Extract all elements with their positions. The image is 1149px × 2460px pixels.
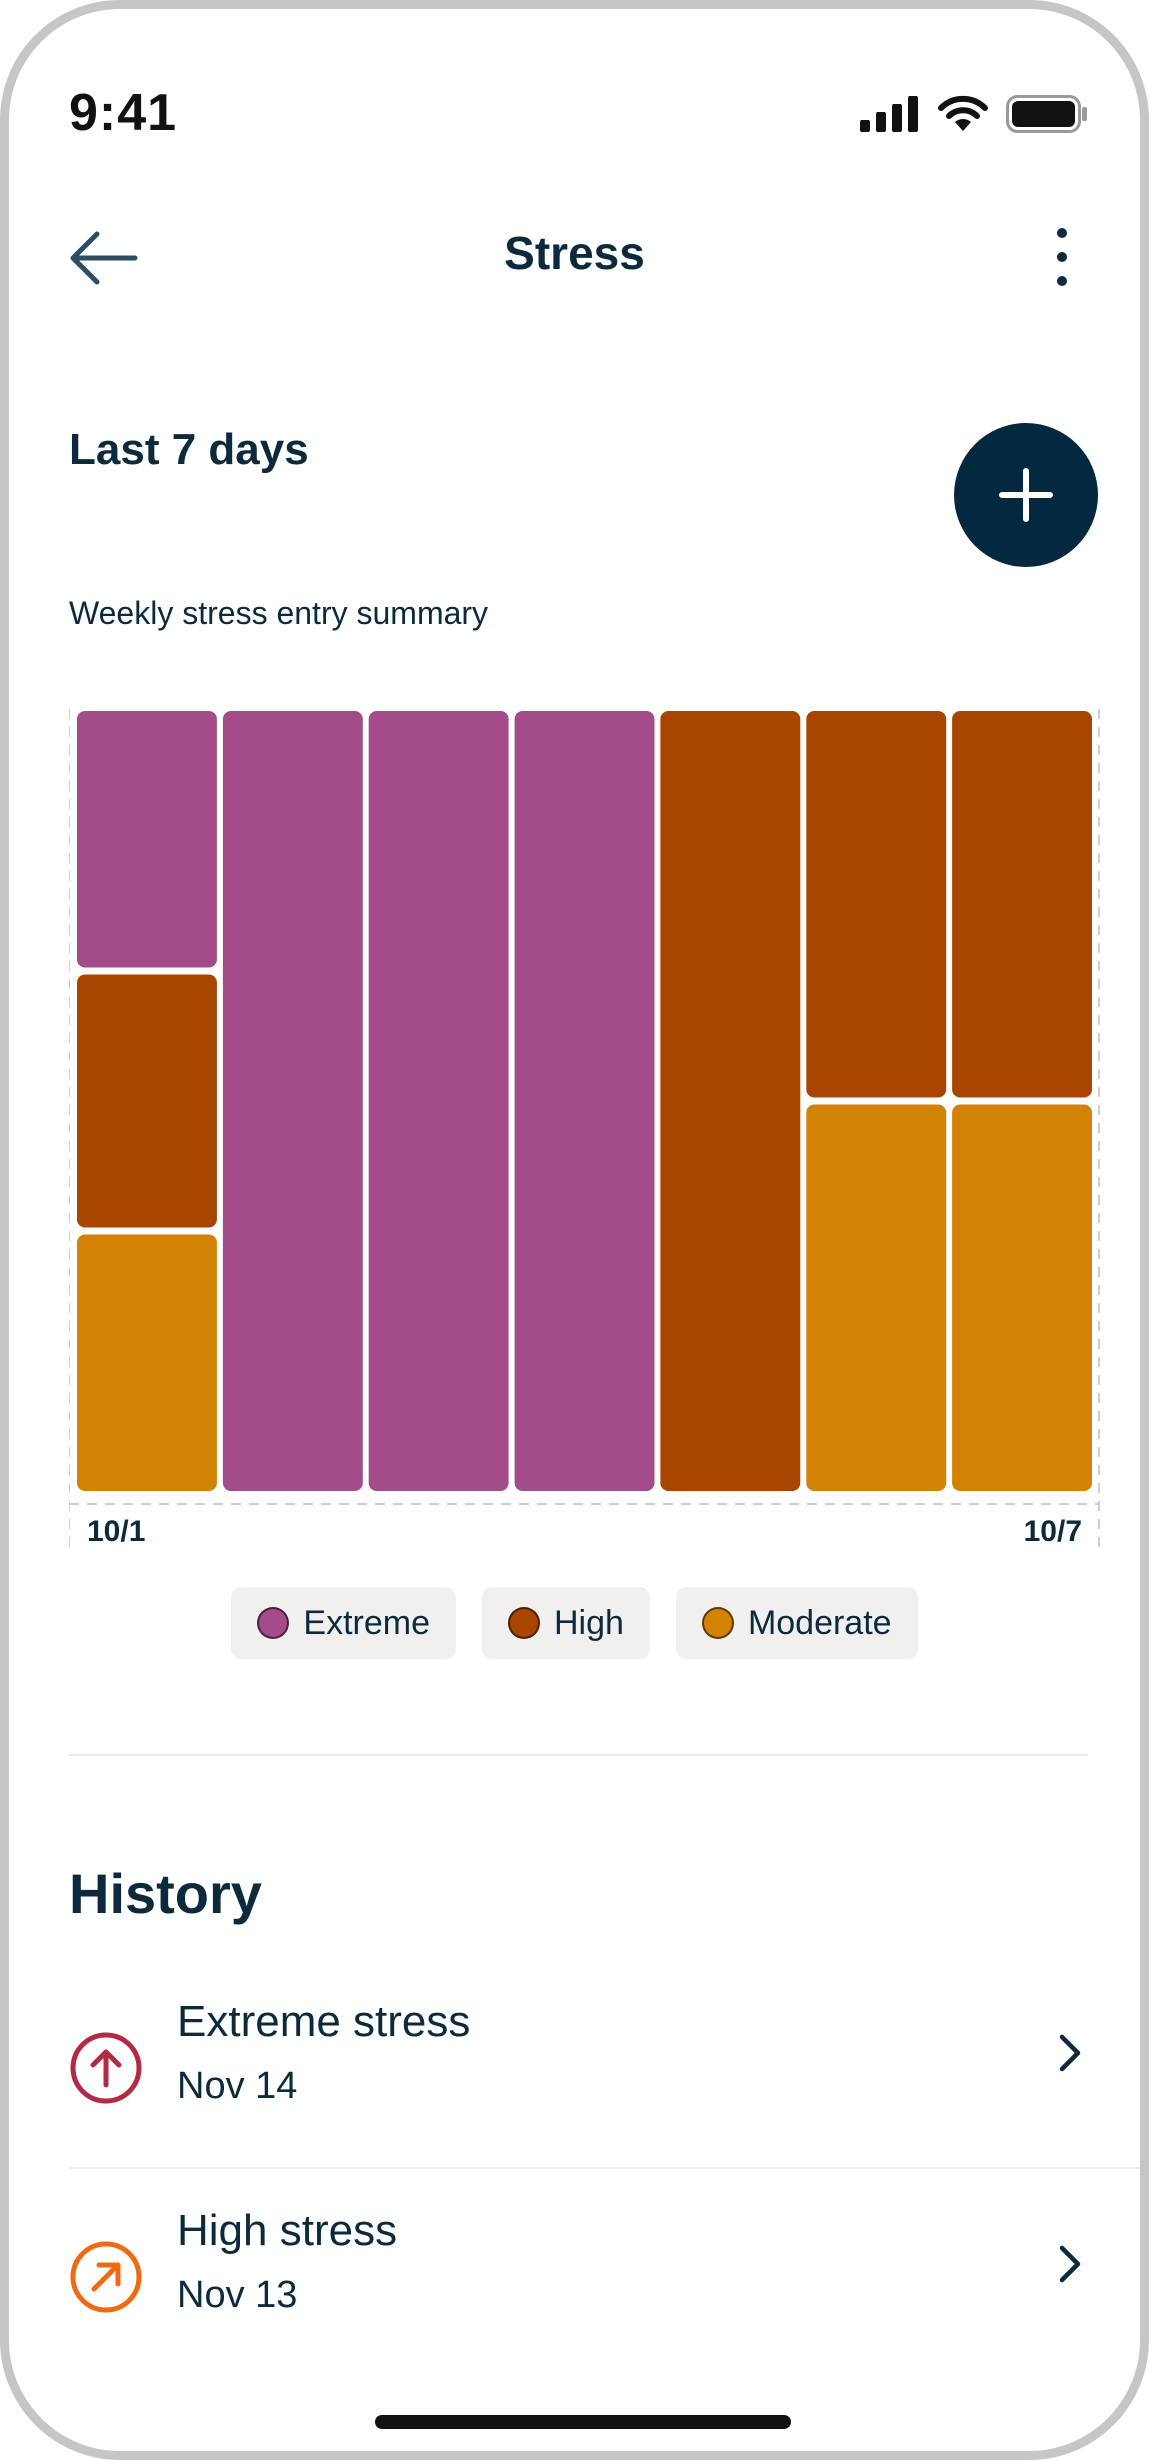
moderate-dot — [701, 1607, 734, 1639]
history-item-high[interactable]: High stress Nov 13 — [69, 2200, 1140, 2400]
history-item-date: Nov 13 — [177, 2274, 298, 2316]
history-item-date: Nov 14 — [177, 2065, 298, 2107]
tick-label-last: 10/7 — [1024, 1515, 1082, 1548]
legend-item-moderate: Moderate — [675, 1587, 918, 1659]
legend-label: High — [554, 1603, 624, 1642]
history-item-extreme[interactable]: Extreme stress Nov 14 — [69, 1969, 1140, 2169]
stress-chart: 10/1 10/7 — [69, 709, 1100, 1549]
bar-10-7-moderate — [952, 1104, 1092, 1491]
home-indicator — [375, 2415, 791, 2429]
summary-title: Last 7 days — [69, 425, 309, 474]
plus-icon — [999, 468, 1053, 522]
history-title: History — [69, 1862, 262, 1925]
bar-10-6-high — [806, 711, 947, 1098]
arrow-up-circle-icon — [70, 2032, 142, 2104]
battery-icon — [1006, 95, 1087, 133]
add-entry-button[interactable] — [954, 423, 1098, 567]
bar-10-1-high — [77, 974, 217, 1228]
high-dot — [508, 1607, 540, 1639]
tick-label-first: 10/1 — [87, 1515, 145, 1548]
bar-10-1-extreme — [77, 711, 217, 968]
chart-legend: Extreme High Moderate — [9, 1587, 1140, 1659]
page-title: Stress — [504, 227, 645, 279]
arrow-up-right-circle-icon — [70, 2241, 142, 2313]
section-divider — [69, 1754, 1088, 1756]
legend-item-high: High — [482, 1587, 650, 1659]
bar-10-3-extreme — [368, 711, 509, 1491]
chevron-right-icon — [1059, 2034, 1081, 2072]
bar-10-7-high — [952, 711, 1092, 1098]
bar-10-6-moderate — [806, 1104, 947, 1491]
chart-subtitle: Weekly stress entry summary — [69, 595, 489, 631]
history-item-name: High stress — [177, 2206, 398, 2255]
back-button[interactable] — [65, 223, 145, 293]
status-time: 9:41 — [69, 84, 178, 142]
cellular-signal-icon — [860, 96, 918, 132]
bar-10-2-extreme — [222, 711, 363, 1491]
wifi-icon — [938, 95, 988, 131]
status-icons — [860, 95, 1088, 133]
legend-label: Extreme — [303, 1603, 430, 1642]
bar-10-4-extreme — [514, 711, 655, 1491]
extreme-dot — [257, 1607, 290, 1639]
history-item-name: Extreme stress — [177, 1997, 471, 2046]
arrow-left-icon — [70, 231, 138, 285]
more-vertical-icon — [1057, 228, 1067, 286]
bar-10-1-moderate — [77, 1234, 217, 1491]
legend-label: Moderate — [747, 1603, 892, 1642]
bar-10-5-high — [660, 711, 801, 1491]
legend-item-extreme: Extreme — [231, 1587, 456, 1659]
list-separator — [69, 2167, 1140, 2169]
chevron-right-icon — [1059, 2245, 1081, 2283]
more-options-button[interactable] — [1042, 223, 1082, 293]
